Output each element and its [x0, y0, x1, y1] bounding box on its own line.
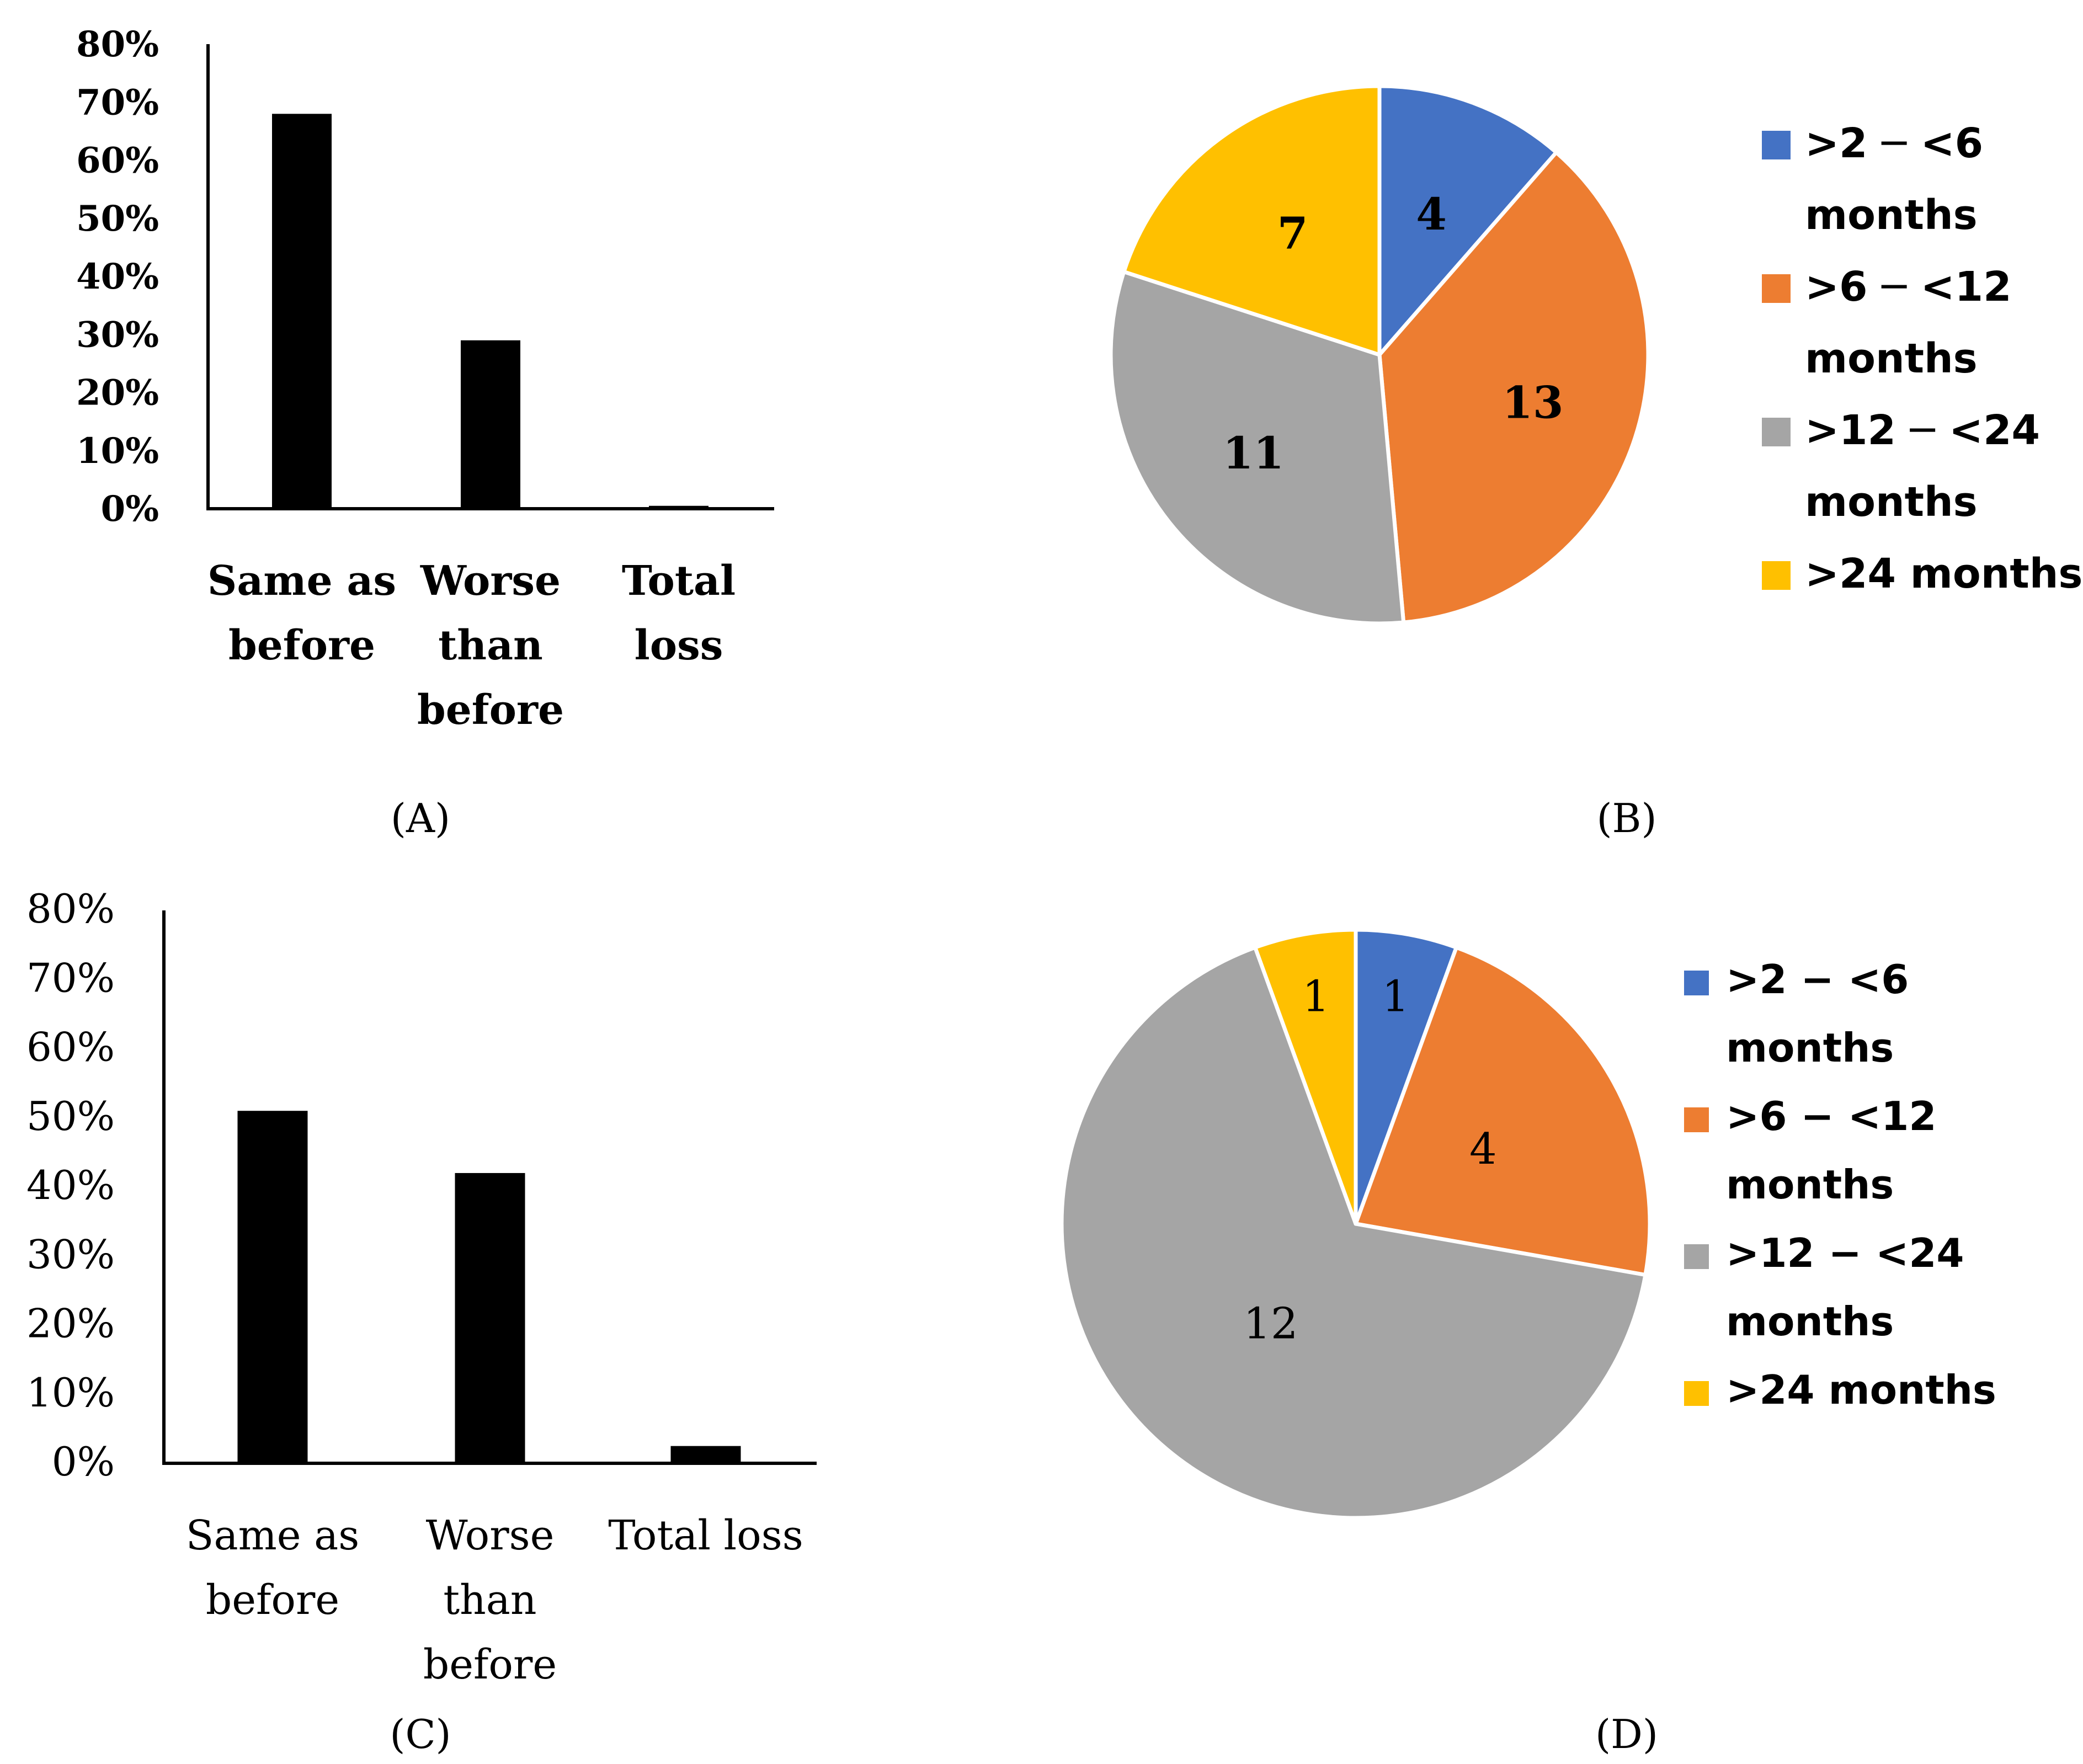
- legend-label: months: [1805, 191, 1978, 239]
- category-label: Worse: [420, 557, 561, 605]
- legend-label: months: [1726, 1298, 1894, 1345]
- slice-data-label: 11: [1223, 427, 1284, 479]
- slice-data-label: 1: [1302, 972, 1330, 1022]
- category-label: before: [423, 1641, 557, 1688]
- legend-swatch: [1684, 971, 1709, 995]
- y-tick-label: 50%: [76, 198, 159, 239]
- y-tick-label: 10%: [26, 1369, 115, 1416]
- bar: [461, 340, 520, 509]
- slice-data-label: 1: [1382, 972, 1409, 1022]
- legend-swatch: [1762, 418, 1791, 446]
- legend-label: >6 − <12: [1726, 1093, 1936, 1139]
- legend-label: months: [1805, 478, 1978, 526]
- pie-slice: [1122, 84, 1382, 357]
- legend-swatch: [1762, 274, 1791, 303]
- legend-label: >2 ─ <6: [1805, 120, 1983, 167]
- legend-label: >12 ─ <24: [1805, 407, 2040, 454]
- y-tick-label: 60%: [26, 1024, 115, 1070]
- y-tick-label: 30%: [26, 1231, 115, 1277]
- category-label: than: [438, 622, 543, 669]
- legend-swatch: [1684, 1107, 1709, 1132]
- category-label: before: [228, 622, 375, 669]
- slice-data-label: 4: [1469, 1125, 1497, 1174]
- y-tick-label: 20%: [76, 372, 159, 414]
- legend-swatch: [1762, 131, 1791, 159]
- y-tick-label: 0%: [52, 1438, 115, 1485]
- legend-label: >2 − <6: [1726, 956, 1909, 1003]
- bar: [272, 114, 332, 509]
- y-tick-label: 30%: [76, 314, 159, 355]
- legend-label: months: [1805, 335, 1978, 382]
- pie-slice: [1253, 928, 1358, 1226]
- category-label: Total: [622, 557, 736, 605]
- bar-chart-c: 80% 70% 60% 50% 40% 30% 20% 10% 0% Same as before W…: [26, 886, 817, 1688]
- slice-data-label: 7: [1277, 207, 1308, 259]
- bar: [670, 1446, 741, 1463]
- legend-swatch: [1684, 1244, 1709, 1269]
- legend-label: >12 − <24: [1726, 1230, 1964, 1276]
- panel-label-d: (D): [1595, 1711, 1658, 1757]
- pie-slice: [1377, 150, 1650, 625]
- y-tick-label: 70%: [76, 82, 159, 123]
- legend-label: months: [1726, 1161, 1894, 1208]
- category-label: before: [206, 1576, 339, 1624]
- category-label: before: [417, 686, 564, 734]
- pie-slice: [1377, 84, 1558, 357]
- slice-data-label: 13: [1502, 376, 1563, 428]
- category-label: Same as: [186, 1512, 359, 1559]
- bar: [649, 505, 708, 509]
- pie-slice: [1354, 945, 1652, 1277]
- legend-label: >24 months: [1726, 1367, 1996, 1413]
- y-tick-label: 80%: [26, 886, 115, 932]
- legend-label: months: [1726, 1025, 1894, 1071]
- y-tick-label: 80%: [76, 24, 159, 65]
- category-label: Same as: [207, 557, 396, 605]
- y-tick-label: 40%: [76, 256, 159, 297]
- pie-chart-d: 1 4 12 1 >2 − <6 months >6 − <12 months >12 − <2…: [1059, 928, 1996, 1520]
- panel-label-c: (C): [390, 1711, 451, 1757]
- bar: [237, 1111, 308, 1463]
- legend-label: >6 ─ <12: [1805, 263, 2012, 311]
- pie-slice: [1109, 270, 1406, 626]
- y-tick-label: 50%: [26, 1093, 115, 1139]
- category-label: loss: [635, 622, 723, 669]
- slice-data-label: 4: [1416, 188, 1447, 240]
- legend-swatch: [1684, 1381, 1709, 1406]
- category-label: Worse: [426, 1512, 555, 1559]
- pie-slice: [1059, 945, 1648, 1520]
- bar: [455, 1173, 525, 1463]
- bar-chart-a: 80% 70% 60% 50% 40% 30% 20% 10% 0% Same as before W…: [76, 24, 774, 734]
- panel-label-a: (A): [391, 795, 450, 841]
- pie-chart-b: 4 13 11 7 >2 ─ <6 months >6 ─ <12 months >12 ─ <…: [1109, 84, 2082, 626]
- category-label: Total loss: [608, 1512, 803, 1559]
- legend-swatch: [1762, 561, 1791, 590]
- category-label: than: [443, 1576, 536, 1624]
- legend-label: >24 months: [1805, 550, 2082, 598]
- y-tick-label: 60%: [76, 140, 159, 182]
- y-tick-label: 0%: [101, 488, 159, 530]
- y-tick-label: 70%: [26, 955, 115, 1001]
- slice-data-label: 12: [1243, 1299, 1298, 1349]
- y-tick-label: 40%: [26, 1162, 115, 1208]
- y-tick-label: 10%: [76, 430, 159, 472]
- panel-label-b: (B): [1596, 795, 1656, 841]
- y-tick-label: 20%: [26, 1301, 115, 1347]
